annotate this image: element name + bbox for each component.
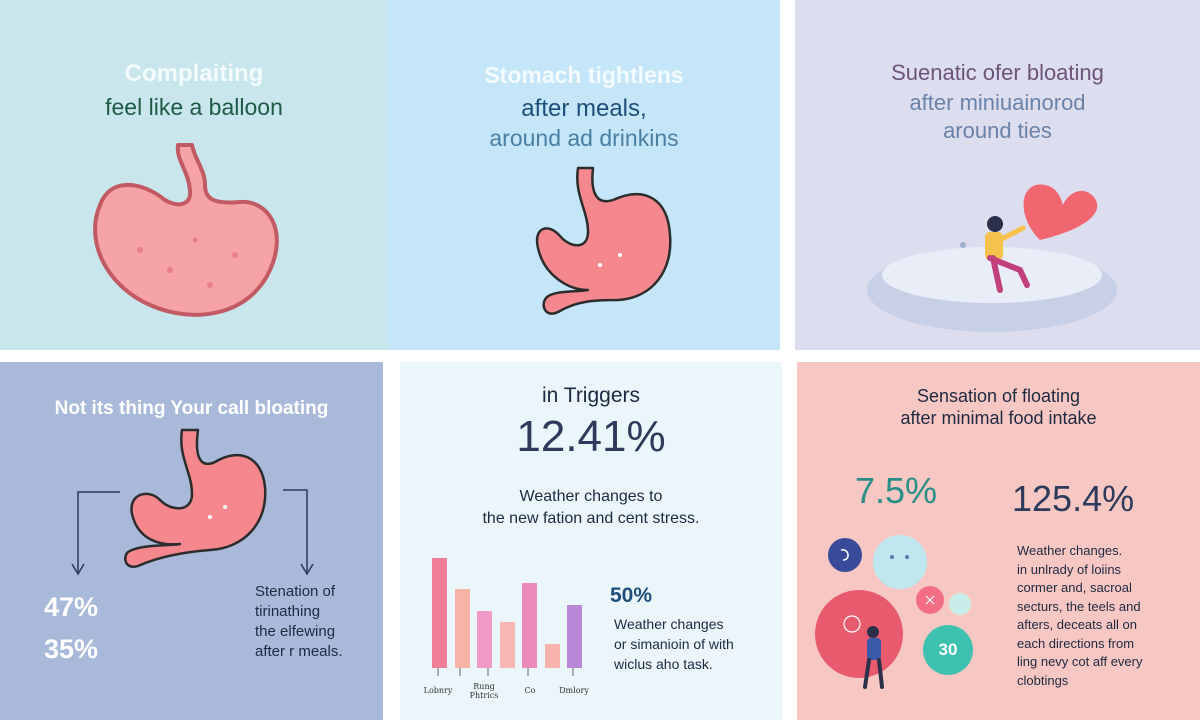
panel-subtitle: feel like a balloon	[105, 94, 283, 120]
stat-value: 125.4%	[1012, 478, 1135, 519]
panel-triggers: in Triggers 12.41% Weather changes to th…	[400, 362, 782, 720]
desc-line: ling nevy cot aff every	[1017, 654, 1143, 669]
panel-title: Sensation of floating	[916, 386, 1081, 406]
small-desc: Weather changes or simanioin of with wic…	[614, 614, 779, 674]
panel-subtitle: after minimal food intake	[900, 408, 1097, 428]
desc-line: each directions from	[1017, 635, 1135, 651]
small-stat: 50%	[610, 584, 653, 607]
stat-value: 35%	[44, 634, 99, 664]
stomach-icon	[71, 428, 314, 576]
bar-chart	[428, 558, 588, 668]
heart-icon	[1023, 184, 1098, 240]
note-line: tirinathing	[255, 603, 321, 620]
panel-tightens: Stomach tightlens after meals, around ad…	[388, 0, 780, 350]
stat-value: 7.5%	[855, 470, 938, 511]
chart-ticks	[437, 668, 574, 676]
panel-line-1: Suenatic ofer bloating	[891, 60, 1104, 85]
stat-value: 47%	[44, 592, 99, 622]
panel-title: Complaiting	[124, 60, 264, 87]
desc-line: Weather changes.	[1017, 543, 1123, 558]
panel-line-3: around ties	[943, 118, 1052, 143]
bubbles-illustration	[815, 535, 973, 689]
desc-line: secturs, the teels and	[1017, 598, 1141, 614]
panel-floating: Sensation of floating after minimal food…	[797, 362, 1200, 720]
panel-line-2: after meals,	[521, 95, 647, 122]
panel-title: Not its thing Your call bloating	[54, 398, 329, 419]
note-text: Stenation of tirinathing the elfewing af…	[255, 582, 383, 662]
panel-balloon: Complaiting feel like a balloon	[0, 0, 388, 350]
note-line: Stenation of	[255, 583, 336, 600]
chart-bar	[544, 644, 560, 668]
panel-line-3: around ad drinkins	[489, 125, 679, 151]
desc-line: afters, deceats all on	[1017, 617, 1137, 632]
chart-bar	[499, 622, 515, 668]
panel-title: in Triggers	[541, 384, 641, 407]
chart-bar	[522, 583, 537, 668]
chart-bar	[432, 558, 447, 668]
bar-label: Rung Phtrics	[469, 682, 499, 700]
bar-label: Lobnry	[423, 686, 453, 695]
note-line: the elfewing	[255, 623, 336, 640]
desc-text: Weather changes. in unlrady of loiins co…	[1017, 542, 1197, 690]
small-desc-line: or simanioin of with	[614, 636, 734, 652]
person-heart-illustration	[867, 184, 1117, 332]
desc-line: in unlrady of loiins	[1017, 561, 1122, 577]
desc-line: clobtings	[1017, 672, 1069, 688]
panel-line-2: after miniuainorod	[909, 90, 1086, 115]
chart-bar	[567, 605, 582, 668]
small-desc-line: wiclus aho task.	[614, 656, 713, 672]
chart-bar	[477, 611, 492, 668]
stomach-icon	[93, 143, 279, 317]
bubble-number: 30	[938, 640, 958, 659]
panel-line-1: Stomach tightlens	[484, 62, 684, 88]
bar-label: Co	[524, 686, 536, 695]
note-line: after r meals.	[255, 643, 343, 660]
small-desc-line: Weather changes	[614, 616, 724, 632]
panel-bloating-illustration: Suenatic ofer bloating after miniuainoro…	[795, 0, 1200, 350]
panel-bloating-stats: Not its thing Your call bloating 47% 35%…	[0, 362, 383, 720]
chart-bar	[454, 589, 470, 668]
stomach-icon	[535, 166, 672, 315]
bar-label: Dmlory	[559, 686, 589, 695]
big-stat: 12.41%	[516, 412, 666, 461]
desc-line: the new fation and cent stress.	[482, 510, 700, 527]
desc-line: cormer and, sacroal	[1017, 580, 1132, 595]
desc-line: Weather changes to	[519, 488, 663, 505]
